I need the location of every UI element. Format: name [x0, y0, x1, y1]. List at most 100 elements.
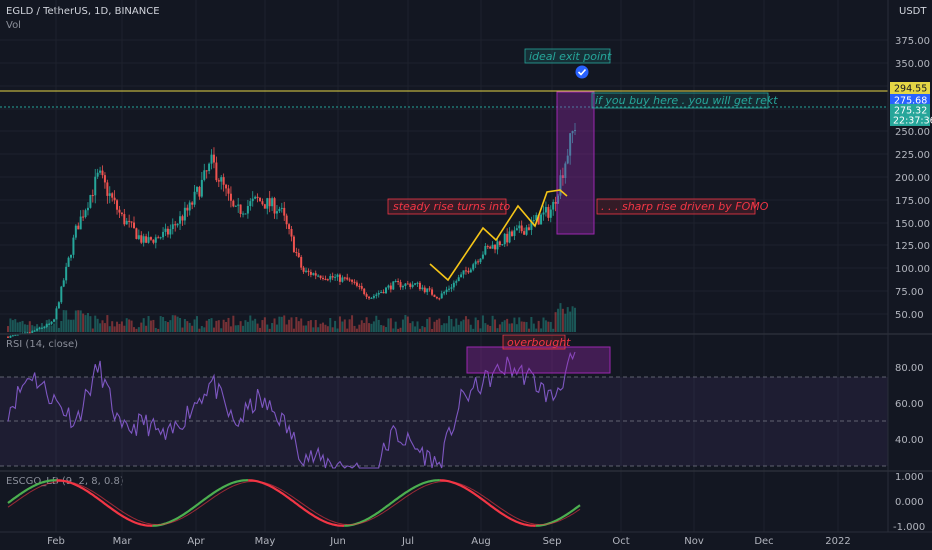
volume-bar [457, 324, 460, 332]
candle-body [186, 207, 189, 211]
candle-body [33, 330, 36, 332]
candle-body [200, 179, 203, 197]
volume-bar [288, 319, 291, 332]
candle-body [157, 237, 160, 239]
tag-last: 275.32 [894, 106, 927, 117]
volume-bar [552, 328, 555, 332]
candle-body [179, 216, 182, 224]
tag-mark-bg [890, 94, 930, 106]
volume-bar [455, 318, 458, 332]
volume-bar [86, 313, 89, 332]
price-axis: 375.00350.00325.00300.00250.00225.00200.… [895, 36, 930, 321]
volume-bar [312, 327, 315, 332]
candle-body [561, 175, 564, 178]
volume-bar [106, 315, 109, 332]
candle-body [394, 281, 397, 283]
candle-body [14, 334, 17, 336]
volume-bar [464, 316, 467, 332]
volume-bar [331, 327, 334, 332]
volume-bar [537, 320, 540, 332]
volume-bar [220, 328, 223, 332]
volume-bar [481, 315, 484, 332]
fomo-box [556, 91, 595, 235]
volume-bar [11, 320, 14, 332]
candle-body [244, 213, 247, 215]
oscillator-lines [7, 479, 581, 527]
volume-bar [176, 316, 179, 332]
candle-body [494, 244, 497, 250]
candle-body [101, 170, 104, 176]
candle-body [103, 175, 106, 183]
volume-bar [28, 321, 31, 332]
candle-body [314, 273, 317, 276]
candle-body [469, 269, 472, 273]
candle-body [133, 222, 135, 229]
candle-body [377, 292, 380, 295]
candle-body [326, 279, 329, 281]
volume-bar [355, 328, 358, 332]
candle-body [149, 237, 152, 240]
volume-bar [57, 327, 60, 332]
time-tick: Aug [471, 536, 491, 547]
volume-bar [217, 320, 220, 332]
volume-bar [324, 324, 327, 332]
candle-body [210, 154, 213, 164]
rsi-tick-60: 60.00 [895, 399, 924, 410]
oscillator-segment [248, 479, 345, 527]
check-icon [575, 65, 589, 79]
candle-body [554, 201, 557, 204]
candle-body [220, 177, 223, 182]
volume-bar [511, 323, 513, 332]
volume-bar [559, 303, 562, 332]
candle-body [360, 286, 363, 289]
volume-bar [348, 319, 351, 332]
price-tick: 225.00 [895, 150, 930, 161]
candle-body [57, 302, 60, 309]
volume-bar [36, 324, 39, 332]
volume-bar [486, 324, 489, 332]
volume-bar [501, 321, 504, 332]
volume-bar [363, 322, 366, 332]
candle-body [317, 275, 320, 277]
candle-body [426, 288, 429, 293]
candle-body [486, 246, 489, 248]
price-tick: 75.00 [895, 287, 924, 298]
time-tick: Oct [612, 536, 629, 547]
volume-bar [292, 328, 295, 332]
volume-bar [60, 320, 63, 332]
volume-label: Vol [6, 20, 21, 31]
oscillator-segment [439, 479, 536, 527]
volume-bar [79, 310, 82, 332]
volume-bar [433, 321, 436, 332]
candle-body [232, 200, 235, 207]
volume-bar [448, 315, 450, 332]
candle-body [288, 224, 291, 230]
volume-bar [123, 325, 126, 332]
candle-body [263, 204, 266, 209]
candle-body [171, 224, 174, 230]
candle-body [290, 229, 293, 237]
volume-bar [140, 322, 143, 332]
volume-bar [392, 328, 395, 332]
candle-body [566, 155, 569, 164]
candle-body [431, 289, 434, 295]
volume-bar [343, 319, 346, 332]
volume-bar [290, 317, 293, 332]
candle-body [477, 261, 480, 263]
candle-body [518, 225, 521, 229]
volume-bar [229, 326, 232, 332]
volume-bar [152, 319, 155, 332]
volume-bar [222, 319, 225, 332]
volume-bar [215, 320, 218, 332]
oscillator-segment [344, 479, 440, 527]
candle-body [261, 201, 264, 205]
candle-body [237, 204, 240, 206]
volume-bar [268, 328, 271, 332]
candle-body [338, 274, 341, 282]
volume-bar [234, 325, 237, 332]
volume-bar [479, 328, 482, 332]
volume-bar [171, 315, 174, 332]
candle-body [443, 291, 446, 294]
candle-body [535, 215, 538, 221]
